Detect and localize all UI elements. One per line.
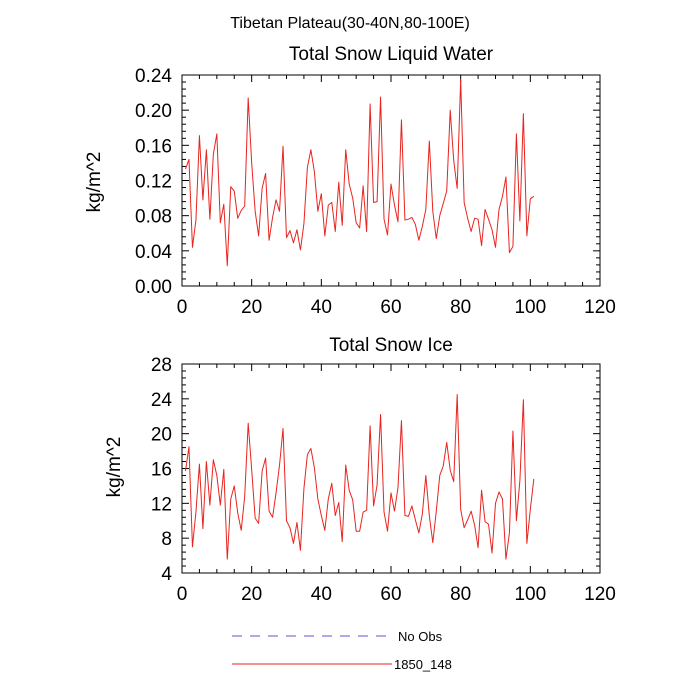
y-tick-label: 20	[151, 425, 172, 446]
series-line-1850_148	[185, 78, 535, 267]
panel-snow-liquid-water: Total Snow Liquid Water kg/m^2 0 20 40 60 80…	[84, 44, 616, 318]
x-tick-label: 0	[177, 297, 188, 318]
x-tick-label: 120	[584, 297, 616, 318]
y-tick-label: 24	[151, 390, 173, 411]
y-tick-label: 0.16	[135, 136, 172, 157]
x-tick-label: 60	[380, 297, 401, 318]
x-tick-label: 80	[450, 297, 471, 318]
x-tick-label: 20	[241, 297, 262, 318]
y-tick-label: 0.08	[135, 207, 172, 228]
series-line-1850_148	[184, 393, 535, 560]
y-tick-label: 4	[161, 564, 172, 585]
y-tick-label: 0.00	[135, 277, 172, 298]
x-tick-label: 60	[380, 584, 401, 605]
legend-label-1850-148: 1850_148	[394, 657, 452, 672]
panel-title: Total Snow Liquid Water	[289, 44, 494, 65]
plot-frame	[181, 74, 601, 287]
legend-label-no-obs: No Obs	[398, 629, 443, 644]
y-tick-label: 0.24	[135, 66, 172, 87]
panel-title: Total Snow Ice	[329, 335, 453, 356]
plot-area: 0 20 40 60 80 100 120 0.00 0.04 0.08 0.12 0.16 0.20 0…	[135, 66, 616, 318]
x-tick-label: 20	[241, 584, 262, 605]
y-tick-label: 12	[151, 494, 172, 515]
plot-area: 0 20 40 60 80 100 120 4 8 12 16 20 24 28	[151, 355, 616, 605]
y-axis-label: kg/m^2	[84, 152, 105, 213]
x-tick-label: 100	[514, 584, 546, 605]
y-axis-label: kg/m^2	[104, 437, 125, 498]
x-tick-label: 80	[450, 584, 471, 605]
y-tick-label: 28	[151, 355, 172, 376]
panel-snow-ice: Total Snow Ice kg/m^2 0 20 40 60 80 100 120 4 8 1…	[104, 335, 616, 605]
x-tick-label: 40	[311, 584, 332, 605]
y-tick-label: 8	[161, 529, 172, 550]
x-tick-label: 40	[311, 297, 332, 318]
y-tick-label: 16	[151, 460, 172, 481]
y-tick-label: 0.12	[135, 172, 172, 193]
y-tick-label: 0.20	[135, 101, 172, 122]
plot-frame	[181, 363, 601, 574]
legend: No Obs 1850_148	[232, 629, 452, 672]
x-tick-label: 0	[177, 584, 188, 605]
y-tick-label: 0.04	[135, 242, 172, 263]
x-tick-label: 100	[514, 297, 546, 318]
x-tick-label: 120	[584, 584, 616, 605]
figure-title: Tibetan Plateau(30-40N,80-100E)	[230, 15, 470, 32]
